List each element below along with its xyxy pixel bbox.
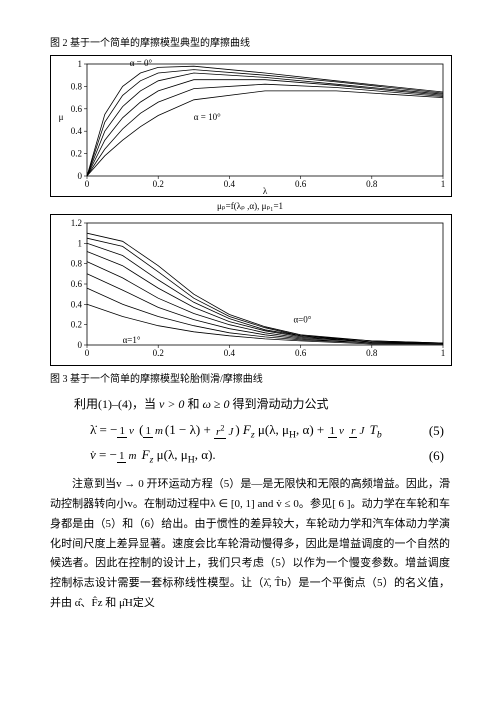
svg-text:1.2: 1.2	[71, 218, 82, 228]
svg-text:0.4: 0.4	[224, 348, 236, 358]
equation-6: v̇ = −1m Fz μ(λ, μH, α). (6)	[50, 447, 450, 466]
svg-text:α=0°: α=0°	[293, 315, 311, 325]
svg-text:0.4: 0.4	[224, 179, 236, 189]
fig2-caption: 图 2 基于一个简单的摩擦模型典型的摩擦曲线	[50, 34, 450, 49]
svg-text:0.8: 0.8	[71, 259, 83, 269]
cond-v: v > 0	[159, 397, 184, 411]
svg-text:α = 10°: α = 10°	[194, 112, 221, 122]
svg-text:0.6: 0.6	[295, 348, 307, 358]
mid-formula-label: μₚ=f(λₚ ,α), μₚ₁=1	[50, 201, 450, 212]
svg-text:0.6: 0.6	[71, 279, 83, 289]
svg-text:0.8: 0.8	[366, 179, 378, 189]
svg-text:0.6: 0.6	[295, 179, 307, 189]
body-paragraph-1: 注意到当v → 0 开环运动方程（5）是—是无限快和无限的高频增益。因此，滑动控…	[50, 475, 450, 614]
eq5-number: (5)	[429, 423, 450, 439]
svg-text:0.2: 0.2	[71, 149, 82, 159]
svg-text:λ: λ	[263, 186, 268, 196]
svg-text:0.4: 0.4	[71, 299, 83, 309]
fig3-caption: 图 3 基于一个简单的摩擦模型轮胎侧滑/摩擦曲线	[50, 370, 450, 385]
text-frag: 利用(1)–(4)，当	[74, 397, 156, 411]
equation-5: λ̇ = −1v (1m(1 − λ) + r2J) Fz μ(λ, μH, α…	[50, 422, 450, 441]
svg-text:0.2: 0.2	[71, 320, 82, 330]
svg-text:1: 1	[78, 238, 83, 248]
svg-text:α = 0°: α = 0°	[130, 58, 153, 68]
cond-w: ω ≥ 0	[202, 397, 229, 411]
svg-text:0.8: 0.8	[71, 81, 83, 91]
svg-text:0: 0	[78, 171, 83, 181]
svg-text:0: 0	[78, 340, 83, 350]
svg-text:0.4: 0.4	[71, 126, 83, 136]
svg-text:0: 0	[85, 179, 90, 189]
text-frag: 得到滑动动力公式	[233, 397, 329, 411]
fig2-chart: 0 0.2 0.4 0.6 0.8 1 0 0.2 0.4 0.6 0.8 1 λ μ α = 0° α = …	[50, 55, 452, 197]
svg-text:0: 0	[85, 348, 90, 358]
svg-text:1: 1	[78, 59, 83, 69]
eq6-number: (6)	[429, 448, 450, 464]
svg-text:1: 1	[441, 179, 446, 189]
fig3-chart: 0 0.2 0.4 0.6 0.8 1 0 0.2 0.4 0.6 0.8 1 1.2 α=0° α=1°	[50, 214, 452, 366]
svg-text:0.2: 0.2	[153, 348, 164, 358]
svg-text:0.6: 0.6	[71, 104, 83, 114]
svg-text:μ: μ	[59, 112, 64, 122]
svg-text:α=1°: α=1°	[123, 335, 141, 345]
text-frag: 和	[187, 397, 199, 411]
intro-line: 利用(1)–(4)，当 v > 0 和 ω ≥ 0 得到滑动动力公式	[50, 395, 450, 412]
svg-text:1: 1	[441, 348, 446, 358]
svg-text:0.8: 0.8	[366, 348, 378, 358]
svg-text:0.2: 0.2	[153, 179, 164, 189]
